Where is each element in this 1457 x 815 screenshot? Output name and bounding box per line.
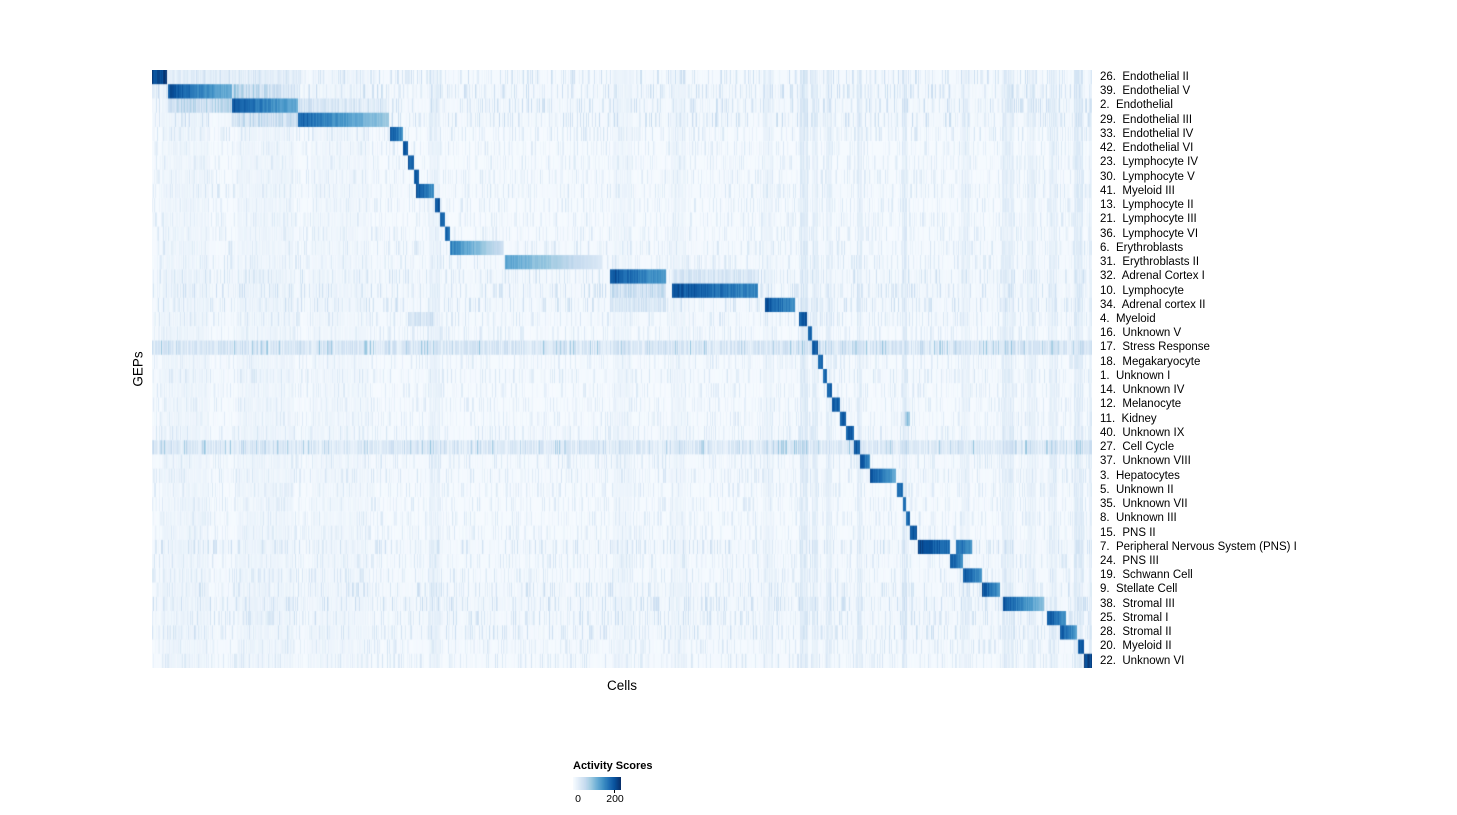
colorbar-ticks: 0 200 [573, 793, 643, 807]
row-label: 13. Lymphocyte II [1100, 199, 1194, 212]
row-label: 38. Stromal III [1100, 597, 1175, 610]
row-label: 34. Adrenal cortex II [1100, 298, 1206, 311]
row-label: 23. Lymphocyte IV [1100, 156, 1199, 169]
row-label: 37. Unknown VIII [1100, 455, 1191, 468]
row-label: 19. Schwann Cell [1100, 569, 1193, 582]
row-label: 30. Lymphocyte V [1100, 170, 1195, 183]
row-label: 16. Unknown V [1100, 327, 1182, 340]
colorbar-legend: Activity Scores 0 200 [573, 760, 713, 807]
heatmap-canvas [152, 70, 1092, 668]
row-label: 7. Peripheral Nervous System (PNS) I [1100, 540, 1297, 553]
colorbar-tick-mark [614, 790, 615, 793]
colorbar [573, 777, 621, 793]
row-label: 20. Myeloid II [1100, 640, 1172, 653]
row-label: 32. Adrenal Cortex I [1100, 270, 1205, 283]
row-label: 15. PNS II [1100, 526, 1156, 539]
colorbar-tick-max: 200 [606, 793, 624, 805]
row-label: 6. Erythroblasts [1100, 241, 1184, 254]
row-label: 39. Endothelial V [1100, 85, 1191, 98]
row-label: 27. Cell Cycle [1100, 441, 1175, 454]
row-label: 21. Lymphocyte III [1100, 213, 1197, 226]
row-label: 41. Myeloid III [1100, 184, 1175, 197]
row-label: 2. Endothelial [1100, 99, 1173, 112]
row-label: 9. Stellate Cell [1100, 583, 1178, 596]
row-label: 4. Myeloid [1100, 312, 1156, 325]
row-label: 28. Stromal II [1100, 626, 1172, 639]
colorbar-tick-min: 0 [575, 793, 581, 805]
row-label: 11. Kidney [1100, 412, 1157, 425]
row-label: 18. Megakaryocyte [1100, 355, 1201, 368]
row-labels: 26. Endothelial II 39. Endothelial V 2. En… [1100, 70, 1297, 668]
row-label: 24. PNS III [1100, 554, 1159, 567]
colorbar-canvas [573, 777, 621, 790]
row-label: 8. Unknown III [1100, 512, 1177, 525]
row-label: 3. Hepatocytes [1100, 469, 1180, 482]
row-label: 5. Unknown II [1100, 483, 1174, 496]
colorbar-title: Activity Scores [573, 760, 653, 772]
y-axis-label: GEPs [130, 351, 146, 387]
row-label: 12. Melanocyte [1100, 398, 1182, 411]
row-label: 17. Stress Response [1100, 341, 1210, 354]
row-label: 42. Endothelial VI [1100, 142, 1194, 155]
row-label: 14. Unknown IV [1100, 384, 1185, 397]
x-axis-label: Cells [606, 678, 637, 693]
row-label: 22. Unknown VI [1100, 654, 1185, 667]
row-label: 10. Lymphocyte [1100, 284, 1184, 297]
row-label: 29. Endothelial III [1100, 113, 1193, 126]
row-label: 36. Lymphocyte VI [1100, 227, 1199, 240]
row-label: 31. Erythroblasts II [1100, 256, 1200, 269]
row-label: 33. Endothelial IV [1100, 127, 1194, 140]
row-label: 26. Endothelial II [1100, 71, 1189, 83]
row-label: 40. Unknown IX [1100, 426, 1185, 439]
row-label: 1. Unknown I [1100, 369, 1171, 382]
row-label: 35. Unknown VII [1100, 498, 1188, 511]
row-label: 25. Stromal I [1100, 611, 1169, 624]
